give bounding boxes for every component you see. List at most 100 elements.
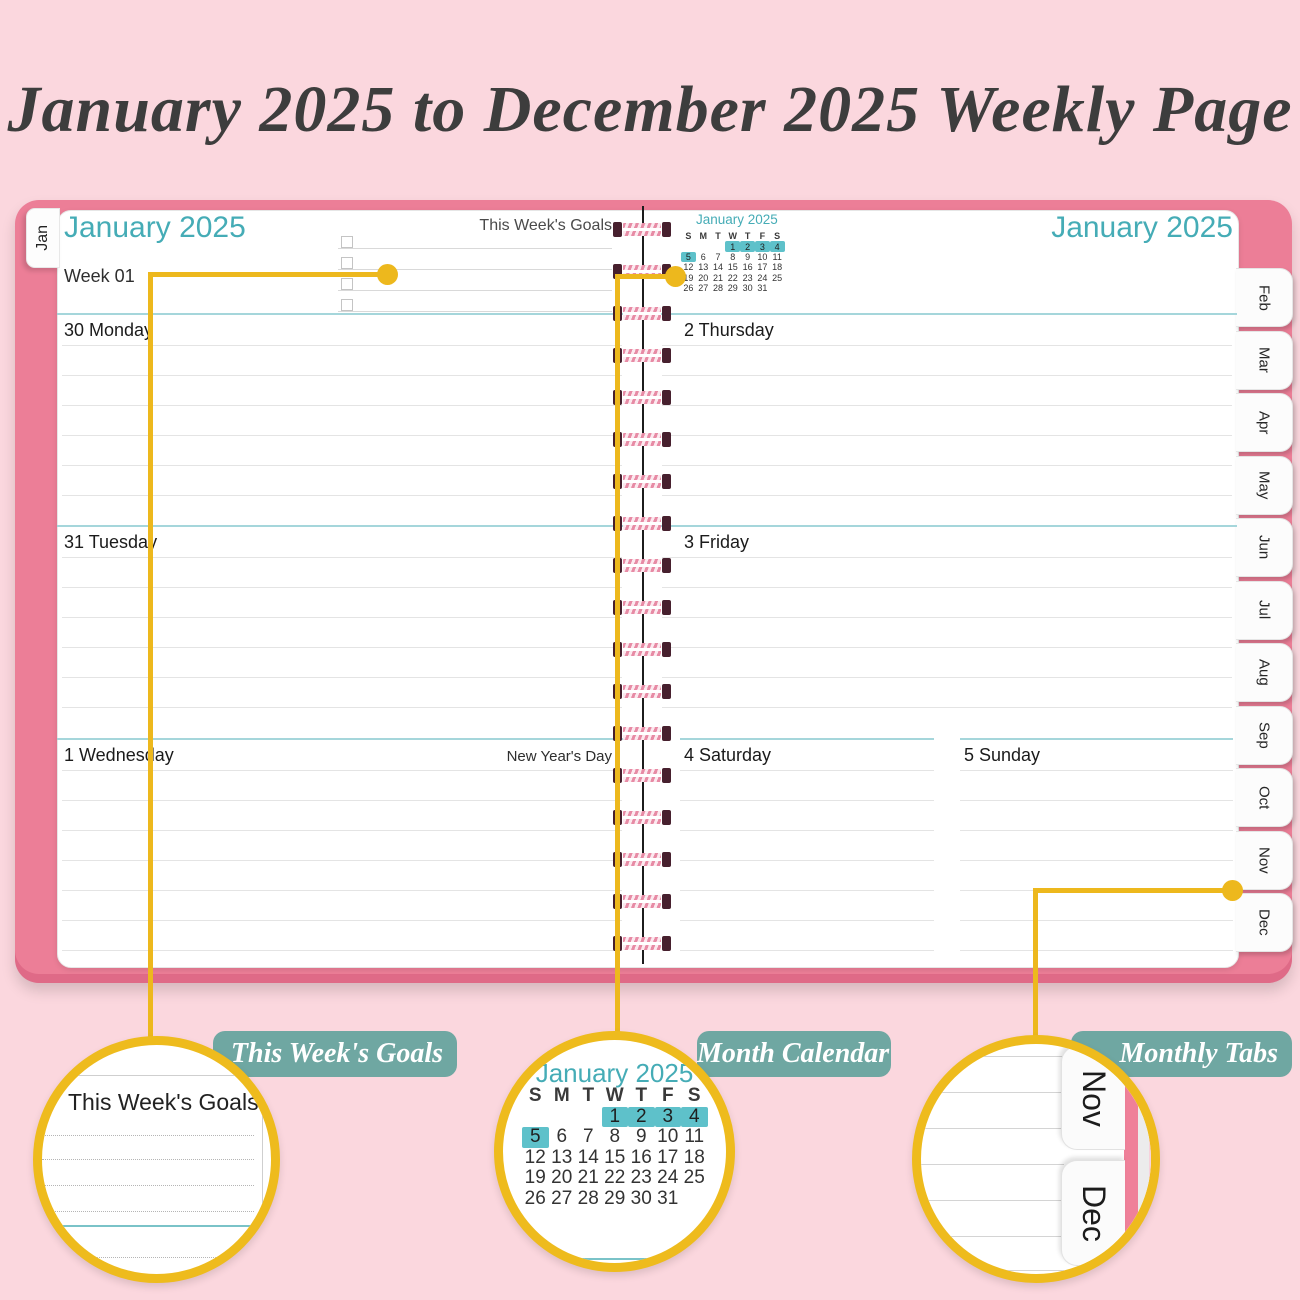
callout-label-goals: This Week's Goals	[213, 1031, 457, 1077]
coil-cap	[613, 222, 622, 237]
calendar-day-highlighted: 4	[769, 241, 785, 252]
spiral-coil	[613, 306, 671, 321]
calendar-day: 25	[683, 1167, 705, 1189]
coil-wire	[623, 685, 661, 698]
spiral-coil	[613, 600, 671, 615]
callout-label-calendar: Month Calendar	[697, 1031, 891, 1077]
month-tab-nov: Nov	[1236, 830, 1293, 890]
calendar-day	[770, 283, 785, 293]
callout-dot-goals	[377, 264, 398, 285]
calendar-weekday: T	[582, 1085, 595, 1107]
month-tab-jul: Jul	[1236, 580, 1293, 640]
coil-wire	[623, 937, 661, 950]
calendar-day-highlighted: 1	[601, 1106, 628, 1127]
coil-wire	[623, 349, 661, 362]
calendar-weekday: T	[744, 231, 751, 242]
coil-cap	[662, 348, 671, 363]
calendar-day: 18	[683, 1146, 705, 1168]
calendar-day: 11	[772, 251, 782, 262]
page-shadow	[1138, 1044, 1149, 1274]
ruled-area-sunday	[960, 741, 1233, 953]
calendar-weekday: S	[685, 231, 692, 242]
callout-circle-goals: This Week's Goals	[33, 1036, 280, 1283]
calendar-weekday: F	[759, 231, 766, 242]
spiral-coil	[613, 432, 671, 447]
tab-nov-label: Nov	[1076, 1069, 1112, 1127]
month-tab-dec: Dec	[1236, 893, 1293, 952]
coil-cap	[662, 810, 671, 825]
divider	[680, 738, 934, 740]
calendar-day: 24	[757, 272, 768, 283]
spiral-coil	[613, 936, 671, 951]
calendar-day: 16	[742, 262, 753, 273]
calendar-day: 6	[700, 251, 706, 262]
calendar-weekday: S	[687, 1085, 701, 1107]
calendar-day: 30	[742, 283, 753, 294]
coil-cap	[662, 852, 671, 867]
coil-cap	[662, 600, 671, 615]
month-tab-label: Apr	[1255, 410, 1273, 435]
spiral-spine	[642, 206, 644, 964]
goal-row	[338, 299, 612, 312]
coil-cap	[662, 222, 671, 237]
rule-line	[921, 1164, 1064, 1165]
coil-cap	[662, 642, 671, 657]
divider	[42, 1225, 254, 1227]
spiral-coil	[613, 516, 671, 531]
rule-line	[921, 1236, 1064, 1237]
goals-zoom-heading: This Week's Goals	[68, 1089, 259, 1115]
calendar-day: 14	[712, 262, 723, 273]
calendar-day: 8	[609, 1126, 621, 1148]
calendar-day: 23	[742, 272, 753, 283]
calendar-day: 9	[745, 251, 751, 262]
calendar-day: 7	[715, 251, 721, 262]
calendar-day: 6	[556, 1126, 568, 1148]
coil-wire	[623, 433, 661, 446]
week-label: Week 01	[64, 266, 135, 286]
calendar-day: 21	[712, 272, 723, 283]
coil-cap	[662, 894, 671, 909]
calendar-day	[711, 241, 726, 251]
callout-line-calendar	[615, 274, 620, 1036]
callout-line-tabs	[1033, 888, 1233, 893]
month-tab-label: Dec	[1255, 909, 1273, 936]
month-tab-label: Nov	[1255, 846, 1273, 874]
calendar-day: 18	[772, 262, 783, 273]
callout-line-goals	[148, 272, 153, 1043]
ruled-area-wednesday	[62, 741, 622, 957]
calendar-day: 13	[551, 1146, 573, 1168]
day-label-sunday: 5 Sunday	[964, 745, 1041, 765]
mini-calendar: S M T W T F S 1 2 3 4 5 6 7 8 9 10 11 12 13 14 15 16 17 18 19 20 21…	[681, 231, 785, 293]
goal-line	[52, 1257, 222, 1258]
calendar-day	[696, 241, 711, 251]
divider	[57, 738, 630, 740]
coil-cap	[662, 432, 671, 447]
calendar-day: 14	[577, 1146, 599, 1168]
calendar-day: 12	[683, 262, 694, 273]
calendar-day: 27	[698, 283, 709, 294]
spiral-coil	[613, 222, 671, 237]
spiral-coil	[613, 852, 671, 867]
callout-line-tabs	[1033, 888, 1038, 1040]
month-tab-sep: Sep	[1236, 705, 1293, 765]
calendar-day: 19	[683, 272, 694, 283]
goals-label: This Week's Goals	[479, 217, 612, 234]
coil-wire	[623, 643, 661, 656]
coil-wire	[623, 517, 661, 530]
calendar-day: 28	[577, 1187, 599, 1209]
calendar-day: 30	[630, 1187, 652, 1209]
coil-cap	[662, 558, 671, 573]
background-edge	[1149, 1044, 1151, 1274]
coil-wire	[623, 895, 661, 908]
tab-dec-label: Dec	[1076, 1184, 1112, 1242]
calendar-day: 11	[684, 1126, 705, 1148]
callout-line-goals	[150, 272, 388, 277]
calendar-day: 21	[577, 1167, 599, 1189]
calendar-day: 13	[698, 262, 709, 273]
goal-checkbox	[341, 299, 353, 311]
tab-jan: Jan	[26, 208, 60, 268]
tab-jan-label: Jan	[34, 225, 51, 251]
calendar-day: 26	[524, 1187, 546, 1209]
calendar-day: 22	[604, 1167, 626, 1189]
day-label-saturday: 4 Saturday	[684, 745, 772, 765]
